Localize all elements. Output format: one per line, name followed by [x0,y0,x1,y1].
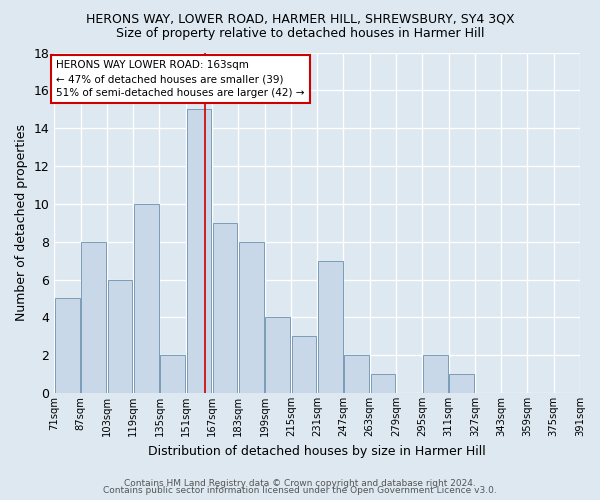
Bar [265,318,290,393]
Bar [55,298,80,393]
Bar [239,242,264,393]
Text: HERONS WAY, LOWER ROAD, HARMER HILL, SHREWSBURY, SY4 3QX: HERONS WAY, LOWER ROAD, HARMER HILL, SHR… [86,12,514,26]
Text: HERONS WAY LOWER ROAD: 163sqm
← 47% of detached houses are smaller (39)
51% of s: HERONS WAY LOWER ROAD: 163sqm ← 47% of d… [56,60,304,98]
Bar [449,374,474,393]
Bar [82,242,106,393]
Bar [213,223,238,393]
Bar [371,374,395,393]
Bar [423,355,448,393]
Bar [292,336,316,393]
X-axis label: Distribution of detached houses by size in Harmer Hill: Distribution of detached houses by size … [148,444,486,458]
Text: Size of property relative to detached houses in Harmer Hill: Size of property relative to detached ho… [116,28,484,40]
Bar [107,280,133,393]
Bar [344,355,369,393]
Bar [134,204,158,393]
Text: Contains public sector information licensed under the Open Government Licence v3: Contains public sector information licen… [103,486,497,495]
Bar [318,260,343,393]
Text: Contains HM Land Registry data © Crown copyright and database right 2024.: Contains HM Land Registry data © Crown c… [124,478,476,488]
Bar [160,355,185,393]
Bar [187,110,211,393]
Y-axis label: Number of detached properties: Number of detached properties [15,124,28,322]
